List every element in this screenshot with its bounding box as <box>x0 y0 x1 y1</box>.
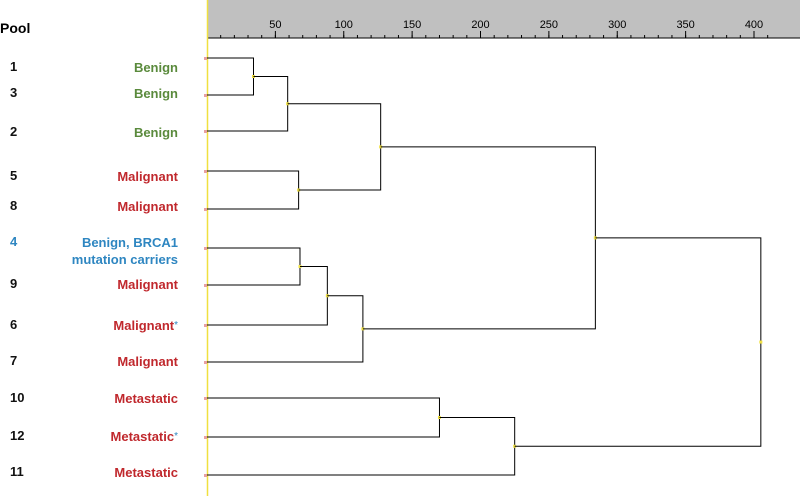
axis-tick-label: 350 <box>676 19 694 31</box>
pool-class-label: Benign, BRCA1 mutation carriers <box>71 235 178 267</box>
pool-class-label: Malignant <box>117 277 178 292</box>
branch-link <box>207 57 254 96</box>
pool-class-label: Benign <box>133 60 178 75</box>
axis-tick-label: 200 <box>471 19 489 31</box>
branch-link <box>207 76 289 132</box>
leaf-marker <box>204 247 207 250</box>
leaf-marker <box>204 436 207 439</box>
pool-class-label: Benign <box>133 125 178 140</box>
leaf-marker <box>204 474 207 477</box>
leaf-marker <box>204 208 207 211</box>
pool-number: 7 <box>10 353 18 368</box>
merge-node <box>759 340 763 344</box>
branch-link <box>207 247 301 286</box>
leaf-marker <box>204 361 207 364</box>
branch-link <box>207 417 516 476</box>
pool-number: 10 <box>10 390 25 405</box>
pool-number: 5 <box>10 168 18 183</box>
pool-class-label: Metastatic <box>114 391 178 406</box>
pool-class-label: Malignant* <box>113 318 178 333</box>
pool-number: 6 <box>10 317 18 332</box>
leaf-marker <box>204 397 207 400</box>
axis-band <box>207 0 800 38</box>
branch-link <box>514 237 762 447</box>
pool-class-label: Malignant <box>117 354 178 369</box>
pool-number: 12 <box>10 428 25 443</box>
leaf-marker <box>204 94 207 97</box>
pool-number: 3 <box>10 85 18 100</box>
pool-number: 11 <box>10 464 24 479</box>
pool-class-label: Benign <box>133 86 178 101</box>
axis-tick-label: 300 <box>608 19 626 31</box>
leaf-marker <box>204 324 207 327</box>
branch-link <box>207 170 300 210</box>
pool-number: 9 <box>10 276 18 291</box>
pool-number: 2 <box>10 124 18 139</box>
branch-link <box>207 295 364 363</box>
leaf-marker <box>204 57 207 60</box>
pool-class-label: Metastatic <box>114 465 178 480</box>
leaf-marker <box>204 284 207 287</box>
pool-number: 8 <box>10 198 18 213</box>
branch-link <box>207 266 328 326</box>
branch-link <box>362 146 596 330</box>
pool-class-label: Malignant <box>117 199 178 214</box>
leaf-marker <box>204 130 207 133</box>
axis-tick-label: 50 <box>269 19 281 31</box>
pool-column-header: Pool <box>0 20 31 36</box>
leaf-marker <box>204 170 207 173</box>
pool-number: 1 <box>10 59 18 74</box>
axis-tick-label: 250 <box>540 19 558 31</box>
axis-tick-label: 150 <box>403 19 421 31</box>
pool-class-label: Malignant <box>117 169 178 184</box>
pool-class-label: Metastatic* <box>110 429 178 444</box>
axis-tick-label: 100 <box>335 19 353 31</box>
branch-link <box>207 397 440 438</box>
axis-tick-label: 400 <box>745 19 763 31</box>
pool-number: 4 <box>10 234 18 249</box>
branch-link <box>287 103 382 191</box>
